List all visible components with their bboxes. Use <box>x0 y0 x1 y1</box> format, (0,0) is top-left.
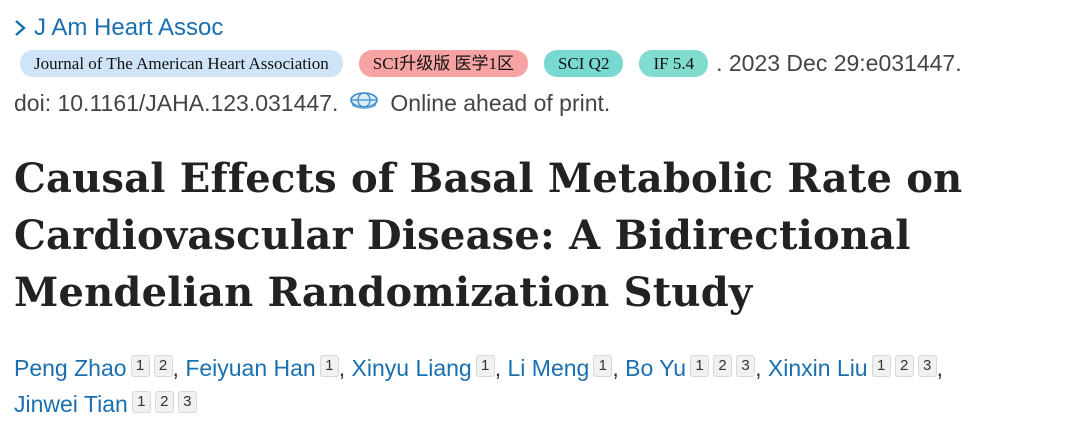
affiliation-marker[interactable]: 2 <box>154 391 174 413</box>
online-globe-icon <box>350 91 379 109</box>
author-name-link[interactable]: Li Meng <box>507 355 590 381</box>
author-separator: , <box>338 355 346 381</box>
affiliation-marker[interactable]: 3 <box>736 355 756 377</box>
author-name-link[interactable]: Peng Zhao <box>14 355 127 381</box>
author-separator: , <box>936 355 943 381</box>
author-name-link[interactable]: Xinxin Liu <box>767 355 868 381</box>
affiliation-marker[interactable]: 1 <box>131 391 151 413</box>
author-item: Peng Zhao 1 2, <box>14 355 179 381</box>
affiliation-marker[interactable]: 1 <box>593 355 613 377</box>
author-name-link[interactable]: Feiyuan Han <box>185 355 316 381</box>
doi-line: doi: 10.1161/JAHA.123.031447. Online ahe… <box>14 90 610 117</box>
author-separator: , <box>172 355 179 381</box>
author-name-link[interactable]: Bo Yu <box>625 355 687 381</box>
author-separator: , <box>755 355 762 381</box>
chevron-right-icon <box>15 20 26 36</box>
affiliation-marker[interactable]: 3 <box>917 355 937 377</box>
citation-date: . 2023 Dec 29:e031447. <box>716 50 962 76</box>
author-name-link[interactable]: Jinwei Tian <box>14 391 128 417</box>
author-separator: , <box>612 355 619 381</box>
author-item: Bo Yu 1 2 3, <box>625 355 761 381</box>
author-item: Xinxin Liu 1 2 3, <box>768 355 943 381</box>
author-name-link[interactable]: Xinyu Liang <box>351 355 472 381</box>
author-item: Xinyu Liang 1, <box>351 355 502 381</box>
author-list: Peng Zhao 1 2, Feiyuan Han 1, Xinyu Liang 1,… <box>14 350 1074 422</box>
affiliation-marker[interactable]: 2 <box>894 355 914 377</box>
affiliation-marker[interactable]: 1 <box>871 355 891 377</box>
affiliation-marker[interactable]: 1 <box>130 355 150 377</box>
journal-name-badge[interactable]: Journal of The American Heart Associatio… <box>20 50 343 77</box>
publication-status: Online ahead of print. <box>390 90 611 116</box>
sci-quartile-badge[interactable]: SCI Q2 <box>543 50 624 77</box>
badge-row: Journal of The American Heart Associatio… <box>20 50 962 77</box>
journal-link-label: J Am Heart Assoc <box>34 14 224 41</box>
affiliation-marker[interactable]: 2 <box>153 355 173 377</box>
author-item: Li Meng 1, <box>508 355 619 381</box>
journal-link[interactable]: J Am Heart Assoc <box>14 14 223 42</box>
affiliation-marker[interactable]: 2 <box>713 355 733 377</box>
impact-factor-badge[interactable]: IF 5.4 <box>639 50 709 77</box>
affiliation-marker[interactable]: 1 <box>319 355 339 377</box>
doi-text: doi: 10.1161/JAHA.123.031447. <box>14 90 339 116</box>
affiliation-marker[interactable]: 1 <box>690 355 710 377</box>
sci-rank-badge[interactable]: SCI升级版 医学1区 <box>358 50 528 77</box>
affiliation-marker[interactable]: 3 <box>177 391 197 413</box>
author-item: Feiyuan Han 1, <box>185 355 345 381</box>
author-item: Jinwei Tian 1 2 3 <box>14 391 197 417</box>
author-separator: , <box>494 355 502 381</box>
article-title: Causal Effects of Basal Metabolic Rate o… <box>14 155 963 316</box>
affiliation-marker[interactable]: 1 <box>475 355 495 377</box>
